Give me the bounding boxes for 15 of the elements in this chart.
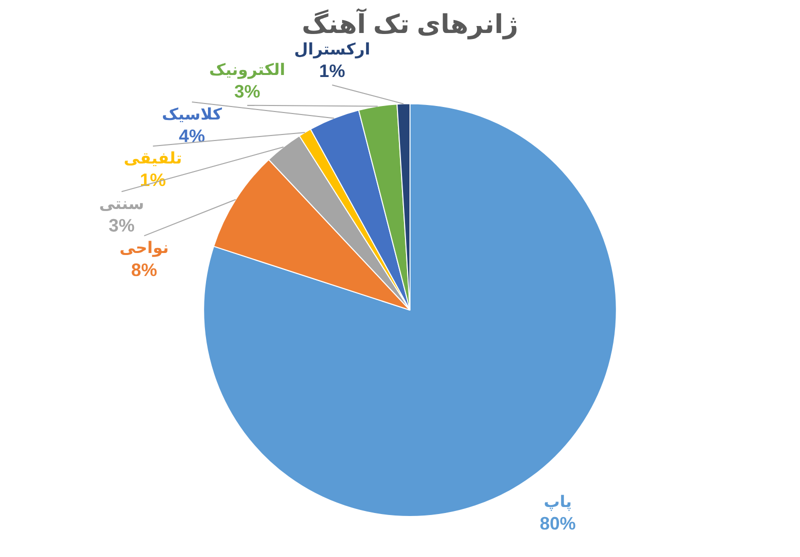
data-label: 3%	[234, 81, 260, 102]
chart-title: ژانرهای تک آهنگ	[302, 8, 518, 40]
slice-label: پاپ	[544, 494, 572, 511]
data-label: 1%	[140, 170, 166, 190]
data-label: 80%	[540, 513, 576, 534]
slice-label: تلفیقی	[124, 150, 182, 168]
data-label: 3%	[108, 216, 135, 236]
slice-label: ارکسترال	[294, 41, 370, 58]
slice-label: نواحی	[120, 240, 169, 258]
slice-label: الکترونیک	[209, 62, 286, 79]
slice-label: سنتی	[99, 196, 144, 214]
data-label: 8%	[131, 260, 158, 280]
slice-label: کلاسیک	[162, 106, 223, 124]
data-label: 4%	[178, 126, 205, 146]
data-label: 1%	[319, 60, 346, 81]
